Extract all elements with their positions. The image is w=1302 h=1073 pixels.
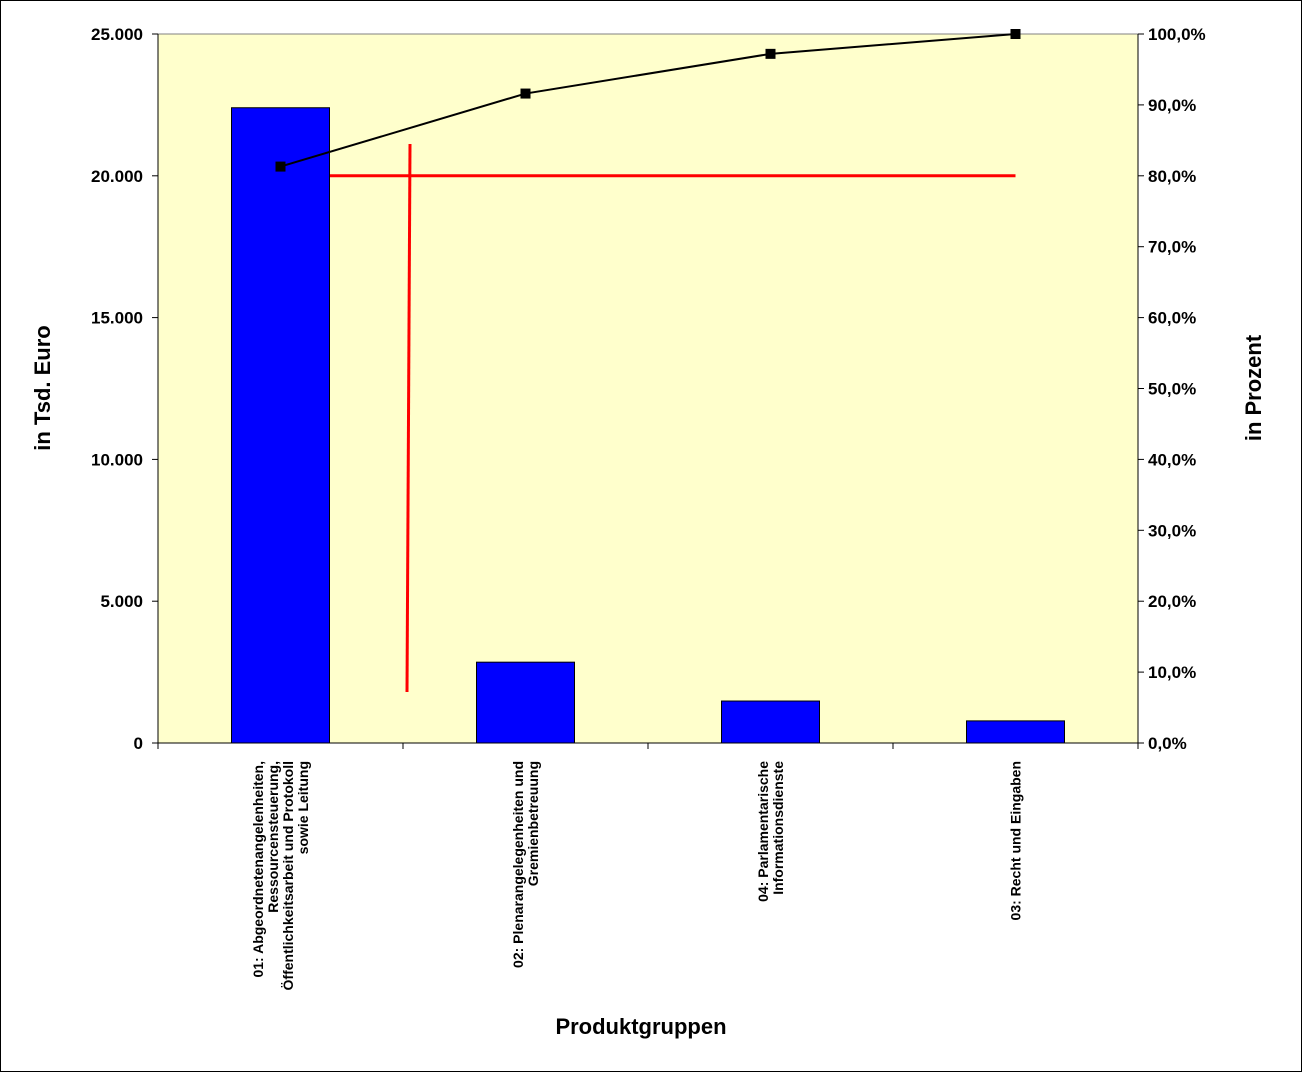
category-label-line: 01: Abgeordnetenangelenheiten, (250, 761, 266, 978)
line-marker (1010, 29, 1021, 39)
category-label-line: Öffentlichkeitsarbeit und Protokoll (280, 761, 296, 990)
category-label-line: 03: Recht und Eingaben (1008, 761, 1024, 920)
y2-tick-label: 80,0% (1148, 167, 1196, 186)
y-tick-label: 15.000 (91, 309, 143, 328)
category-label: 03: Recht und Eingaben (1008, 761, 1024, 920)
y-tick-label: 25.000 (91, 25, 143, 44)
category-label: 01: Abgeordnetenangelenheiten, Ressourcen… (250, 761, 311, 990)
right-axis-ticks: 0,0% 10,0% 20,0% 30,0% 40,0% 50,0% 60,0% 70,0% 8… (1138, 25, 1206, 753)
cumulative-line-series (275, 29, 1021, 172)
y-axis-title: in Tsd. Euro (30, 325, 55, 450)
y2-tick-label: 20,0% (1148, 592, 1196, 611)
x-axis-title: Produktgruppen (555, 1014, 726, 1039)
y2-tick-label: 70,0% (1148, 238, 1196, 257)
bar-series (231, 107, 1065, 744)
y2-tick-label: 10,0% (1148, 663, 1196, 682)
category-label-line: Ressourcensteuerung, (265, 761, 281, 913)
bar (721, 700, 820, 744)
cumulative-line (280, 33, 1016, 168)
y-tick-label: 10.000 (91, 450, 143, 469)
y2-tick-label: 90,0% (1148, 96, 1196, 115)
category-label: 02: Plenarangelegenheiten und Gremienbetr… (510, 761, 541, 968)
y2-tick-label: 50,0% (1148, 380, 1196, 399)
bar (476, 661, 575, 744)
y2-tick-label: 0,0% (1148, 734, 1187, 753)
category-label-line: 04: Parlamentarische (755, 761, 771, 902)
y-tick-label: 0 (134, 734, 143, 753)
category-labels: 01: Abgeordnetenangelenheiten, Ressourcen… (250, 761, 1024, 991)
reference-lines (280, 143, 1016, 693)
bar (966, 720, 1065, 744)
y2-axis-title: in Prozent (1241, 334, 1266, 441)
line-marker (765, 48, 776, 59)
y-tick-label: 5.000 (100, 592, 143, 611)
y2-tick-label: 60,0% (1148, 309, 1196, 328)
y2-tick-label: 100,0% (1148, 25, 1206, 44)
category-label-line: Informationsdienste (770, 761, 786, 895)
left-axis-ticks: 0 5.000 10.000 15.000 20.000 25.000 (91, 25, 158, 753)
line-marker (520, 88, 531, 99)
line-marker (275, 161, 286, 172)
bar (231, 107, 330, 744)
category-label-line: Gremienbetreuung (525, 761, 541, 886)
y2-tick-label: 40,0% (1148, 450, 1196, 469)
y-tick-label: 20.000 (91, 167, 143, 186)
category-label-line: sowie Leitung (295, 761, 311, 854)
category-label: 04: Parlamentarische Informationsdienste (755, 761, 786, 902)
y2-tick-label: 30,0% (1148, 521, 1196, 540)
category-label-line: 02: Plenarangelegenheiten und (510, 761, 526, 968)
reference-line-vertical (405, 143, 412, 693)
